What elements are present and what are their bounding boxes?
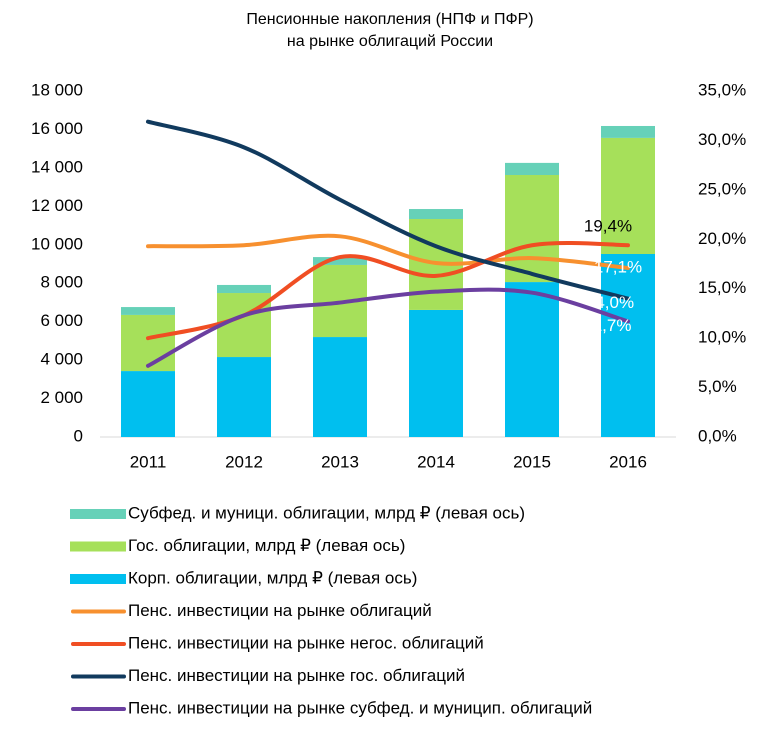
bar (505, 282, 559, 437)
x-tick-label: 2011 (130, 452, 167, 471)
y-tick-label: 18 000 (31, 80, 83, 99)
bar (121, 371, 175, 437)
data-label: 14,0% (586, 293, 634, 312)
bar (217, 284, 271, 294)
bar (409, 309, 463, 437)
legend-label: Субфед. и муници. облигации, млрд ₽ (лев… (128, 503, 525, 522)
bar (313, 257, 367, 265)
bar (505, 162, 559, 176)
legend-swatch (70, 541, 126, 552)
legend-swatch (70, 509, 126, 519)
data-label: 19,4% (584, 217, 632, 236)
y2-tick-label: 10,0% (698, 328, 746, 347)
legend-label: Пенс. инвестиции на рынке облигаций (128, 601, 432, 620)
chart-title: Пенсионные накопления (НПФ и ПФР) (246, 11, 533, 28)
legend-label: Гос. облигации, млрд ₽ (левая ось) (128, 536, 405, 555)
legend-label: Пенс. инвестиции на рынке негос. облигац… (128, 633, 484, 652)
y-tick-label: 4 000 (40, 350, 83, 369)
y2-tick-label: 20,0% (698, 229, 746, 248)
legend-swatch (70, 574, 126, 584)
bar (121, 314, 175, 372)
bar (601, 254, 655, 437)
y-tick-label: 14 000 (31, 157, 83, 176)
y2-tick-label: 30,0% (698, 130, 746, 149)
data-label: 11,7% (585, 316, 632, 335)
bar (217, 357, 271, 437)
bar (121, 307, 175, 315)
y-tick-label: 10 000 (31, 234, 83, 253)
y-tick-label: 0 (74, 426, 83, 445)
line (146, 119, 630, 301)
bar (601, 125, 655, 138)
line (146, 233, 630, 270)
x-tick-label: 2015 (513, 452, 551, 471)
x-tick-label: 2014 (417, 452, 455, 471)
legend-label: Пенс. инвестиции на рынке гос. облигаций (128, 666, 465, 685)
y-tick-label: 2 000 (40, 388, 83, 407)
y-tick-label: 8 000 (40, 273, 83, 292)
x-tick-label: 2013 (321, 452, 359, 471)
y-tick-label: 16 000 (31, 119, 83, 138)
y2-tick-label: 15,0% (698, 278, 746, 297)
y2-tick-label: 5,0% (698, 377, 737, 396)
bar (313, 337, 367, 437)
bar (409, 209, 463, 220)
legend-label: Корп. облигации, млрд ₽ (левая ось) (128, 568, 417, 587)
y2-tick-label: 25,0% (698, 179, 746, 198)
y2-tick-label: 35,0% (698, 80, 746, 99)
x-tick-label: 2016 (609, 452, 647, 471)
bar (601, 137, 655, 255)
data-label: 17,1% (594, 257, 642, 276)
bar (505, 175, 559, 283)
line (146, 287, 630, 368)
legend-label: Пенс. инвестиции на рынке субфед. и муни… (128, 698, 592, 717)
x-tick-label: 2012 (225, 452, 263, 471)
y-tick-label: 6 000 (40, 311, 83, 330)
chart-title: на рынке облигаций России (287, 33, 493, 50)
y-tick-label: 12 000 (31, 196, 83, 215)
y2-tick-label: 0,0% (698, 426, 737, 445)
